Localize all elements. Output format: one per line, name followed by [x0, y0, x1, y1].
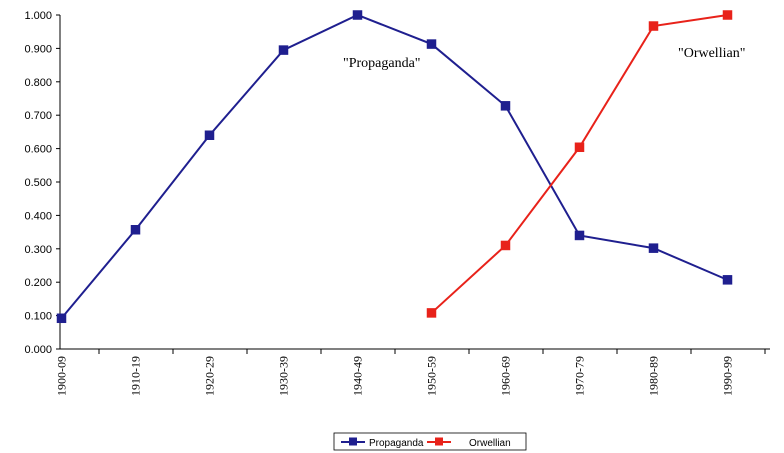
legend-marker [349, 437, 357, 446]
x-tick-labels: 1900-09 1910-19 1920-29 1930-39 1940-49 1950-… [55, 356, 735, 396]
data-point [278, 45, 289, 55]
x-tick-label: 1900-09 [55, 356, 69, 396]
x-tick-label: 1940-49 [351, 356, 365, 396]
data-point [574, 142, 585, 153]
x-tick-label: 1910-19 [129, 356, 143, 396]
legend: Propaganda Orwellian [333, 432, 527, 451]
x-tick-label: 1990-99 [721, 356, 735, 396]
data-point [500, 101, 511, 111]
data-point [722, 275, 733, 285]
data-point [426, 39, 437, 49]
y-tick-label: 0.300 [24, 244, 52, 256]
x-tick-label: 1980-89 [647, 356, 661, 396]
y-tick-label: 0.700 [24, 110, 52, 122]
data-point [130, 225, 141, 235]
data-point [648, 21, 659, 31]
data-point [56, 313, 67, 324]
y-tick-label: 0.000 [24, 344, 52, 356]
legend-label: Propaganda [369, 438, 424, 449]
data-point [722, 10, 733, 20]
y-tick-label: 0.500 [24, 177, 52, 189]
legend-marker [435, 437, 443, 446]
x-tick-label: 1950-59 [425, 356, 439, 396]
x-tick-label: 1920-29 [203, 356, 217, 396]
legend-label: Orwellian [469, 438, 511, 449]
data-point [500, 240, 511, 251]
annotation-propaganda: "Propaganda" [343, 56, 421, 71]
series-orwellian [426, 10, 733, 318]
data-point [426, 308, 437, 318]
y-tick-label: 0.900 [24, 43, 52, 55]
x-tick-label: 1960-69 [499, 356, 513, 396]
x-tick-label: 1930-39 [277, 356, 291, 396]
legend-item-propaganda: Propaganda [341, 437, 424, 449]
y-tick-label: 0.800 [24, 77, 52, 89]
data-point [648, 243, 659, 253]
legend-item-orwellian: Orwellian [427, 437, 511, 449]
y-tick-label: 1.000 [24, 10, 52, 22]
y-tick-label: 0.400 [24, 210, 52, 222]
annotation-orwellian: "Orwellian" [678, 46, 745, 61]
y-tick-labels: 0.000 0.100 0.200 0.300 0.400 0.500 0.600 0.700… [24, 10, 52, 356]
series [56, 10, 733, 324]
data-point [204, 130, 215, 140]
data-point [574, 230, 585, 241]
axes [56, 14, 770, 354]
y-tick-label: 0.200 [24, 277, 52, 289]
x-tick-label: 1970-79 [573, 356, 587, 396]
y-tick-label: 0.600 [24, 144, 52, 156]
data-point [352, 10, 363, 20]
series-propaganda [56, 10, 733, 324]
series-line [60, 13, 728, 319]
y-tick-label: 0.100 [24, 311, 52, 323]
